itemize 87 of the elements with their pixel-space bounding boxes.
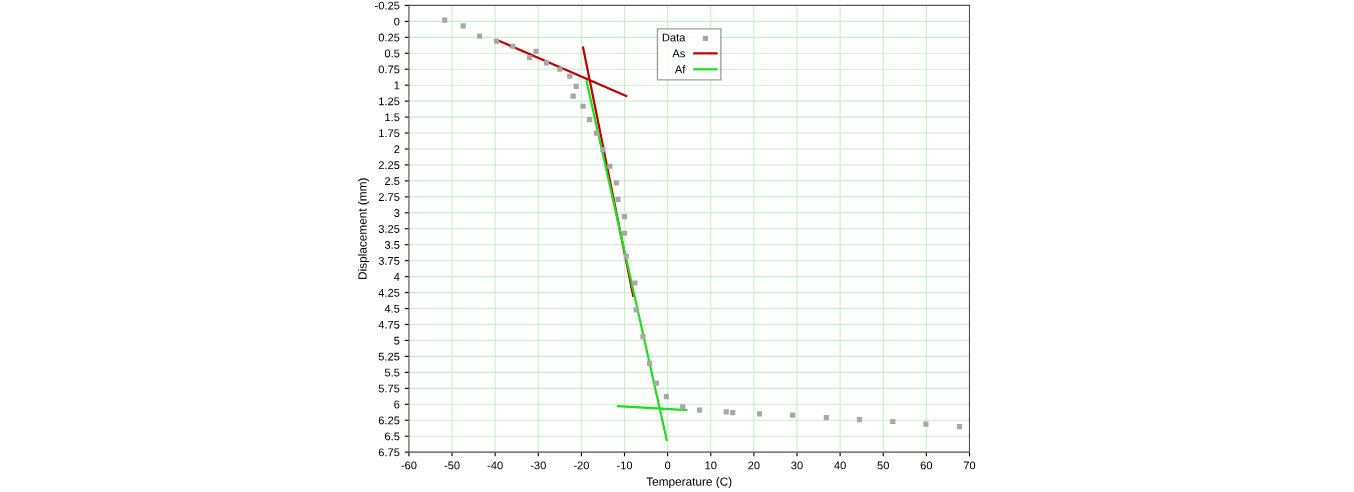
point	[856, 417, 863, 423]
point	[607, 163, 613, 169]
x-tick-label: -10	[616, 461, 633, 470]
y-tick-label: 5.25	[378, 352, 400, 361]
y-tick-label: 3.25	[378, 225, 400, 233]
y-tick-label: 4.75	[378, 320, 400, 329]
point	[923, 421, 929, 427]
legend-label: Data	[662, 33, 686, 42]
point	[663, 394, 669, 400]
y-axis-title: Displacement (mm)	[358, 178, 369, 279]
y-tick-label: 5.5	[384, 368, 400, 377]
x-tick-label: 20	[748, 461, 760, 470]
legend-label: As	[672, 49, 685, 58]
x-tick-label: 60	[920, 461, 933, 470]
point	[823, 415, 829, 421]
point	[527, 55, 533, 61]
point	[510, 43, 516, 49]
y-tick-label: 1.75	[379, 129, 400, 138]
y-tick-label: 4.25	[378, 288, 400, 297]
x-tick-label: -50	[444, 461, 460, 470]
y-tick-label: 2.5	[384, 177, 400, 186]
y-tick-label: 6	[394, 400, 400, 409]
point	[600, 147, 606, 153]
point	[723, 409, 729, 415]
y-tick-label: 4	[393, 273, 400, 281]
point	[653, 380, 660, 386]
point	[632, 280, 638, 286]
point	[640, 334, 646, 340]
point	[533, 48, 539, 54]
point	[756, 411, 763, 417]
x-tick-label: 50	[877, 461, 889, 470]
point	[623, 253, 629, 259]
y-tick-label: 0.5	[384, 49, 400, 58]
y-tick-label: 0	[394, 17, 400, 26]
point	[477, 33, 483, 39]
y-tick-label: 2.25	[378, 161, 400, 170]
x-tick-label: 30	[791, 461, 803, 470]
y-tick-label: 6.75	[378, 448, 400, 457]
y-tick-label: 2.75	[378, 193, 400, 202]
y-tick-label: 5.75	[378, 384, 400, 393]
y-tick-label: 1.5	[385, 113, 400, 122]
x-tick-label: 70	[963, 461, 976, 470]
point	[570, 93, 576, 99]
point	[696, 407, 703, 413]
point	[621, 214, 628, 220]
x-tick-label: -20	[573, 461, 589, 470]
y-tick-label: 3.75	[378, 256, 400, 265]
point	[493, 38, 500, 44]
point	[573, 83, 579, 90]
point	[621, 230, 628, 236]
point	[567, 73, 573, 79]
y-tick-label: 5	[394, 336, 400, 345]
y-tick-label: 6.25	[378, 416, 400, 425]
point	[633, 307, 639, 313]
x-tick-label: -60	[401, 461, 417, 470]
point	[593, 130, 600, 136]
x-tick-label: 40	[834, 461, 846, 470]
point	[890, 418, 896, 425]
legend-label: Af	[674, 65, 686, 74]
point	[790, 412, 796, 418]
point	[613, 180, 619, 186]
point	[680, 404, 686, 410]
point	[557, 66, 563, 72]
x-tick-label: 0	[664, 461, 671, 470]
point	[543, 60, 550, 66]
y-tick-label: 0.75	[378, 65, 400, 74]
y-tick-label: 2	[394, 145, 400, 154]
y-tick-label: 6.5	[385, 432, 400, 441]
point	[460, 23, 466, 29]
point	[646, 360, 653, 367]
point	[586, 117, 593, 123]
x-tick-label: -30	[530, 461, 546, 470]
point	[956, 424, 963, 430]
y-tick-label: 3	[394, 209, 400, 217]
x-tick-label: 10	[705, 461, 717, 470]
y-tick-label: 1.25	[379, 97, 400, 106]
y-tick-label: -0.25	[375, 1, 400, 10]
point	[580, 103, 586, 109]
y-tick-label: 1	[394, 81, 400, 90]
y-tick-label: 3.5	[384, 241, 400, 249]
y-tick-label: 4.5	[384, 304, 400, 313]
x-axis-title: Temperature (C)	[646, 477, 732, 489]
y-tick-label: 0.25	[378, 33, 400, 42]
point	[442, 17, 448, 23]
point	[730, 409, 736, 416]
point	[615, 196, 621, 203]
x-tick-label: -40	[487, 461, 503, 470]
